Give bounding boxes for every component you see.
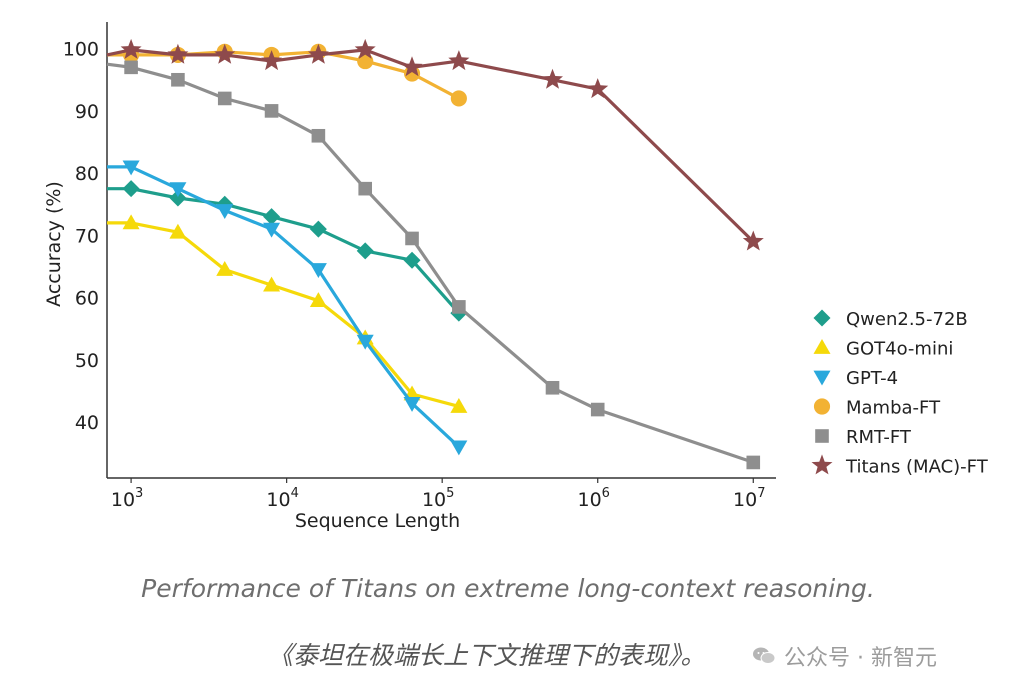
x-tick-label: 105 — [422, 486, 454, 511]
caption-english: Performance of Titans on extreme long-co… — [141, 574, 875, 603]
point-gpt-4 — [263, 222, 281, 238]
caption-chinese: 《泰坦在极端长上下文推理下的表现》。 — [268, 641, 706, 670]
point-got4o-mini — [450, 397, 468, 413]
x-tick-label: 104 — [266, 486, 298, 511]
x-axis-label: Sequence Length — [295, 510, 460, 532]
legend-label-got4o-mini: GOT4o-mini — [846, 339, 953, 360]
legend-marker-mamba-ft — [813, 398, 831, 415]
point-qwen2-5-72b — [263, 208, 281, 226]
legend-marker-gpt-4 — [813, 370, 831, 386]
point-got4o-mini — [169, 223, 187, 239]
y-tick-label: 80 — [75, 163, 99, 185]
chart-area: 40 50 60 70 80 90 100 103 104 105 106 107 Sequence L… — [43, 22, 989, 532]
series-line-qwen2-5-72b — [107, 187, 461, 315]
point-gpt-4 — [356, 334, 374, 350]
y-tick-label: 40 — [75, 412, 99, 434]
point-mamba-ft — [357, 53, 374, 70]
y-tick-label: 50 — [75, 350, 99, 372]
point-titans-mac-ft — [120, 38, 142, 59]
point-rmt-ft — [746, 455, 761, 470]
point-rmt-ft — [358, 181, 373, 196]
point-qwen2-5-72b — [309, 220, 327, 238]
point-gpt-4 — [122, 160, 140, 176]
point-rmt-ft — [124, 60, 138, 75]
y-tick-label: 70 — [75, 225, 99, 247]
point-rmt-ft — [545, 380, 560, 395]
point-titans-mac-ft — [448, 50, 470, 71]
point-qwen2-5-72b — [356, 242, 374, 260]
y-tick-label: 60 — [75, 288, 99, 310]
point-gpt-4 — [169, 182, 187, 198]
y-axis-label: Accuracy (%) — [43, 181, 65, 307]
legend-marker-got4o-mini — [813, 339, 831, 354]
series-line-titans-mac-ft — [106, 48, 755, 243]
x-tick-label: 107 — [733, 486, 765, 511]
point-got4o-mini — [122, 214, 140, 230]
point-gpt-4 — [216, 204, 234, 219]
point-got4o-mini — [309, 292, 327, 308]
watermark: 公众号 · 新智元 — [752, 640, 937, 672]
point-rmt-ft — [171, 72, 185, 87]
legend-label-gpt-4: GPT-4 — [846, 368, 898, 389]
legend-label-qwen2-5-72b: Qwen2.5-72B — [846, 309, 968, 330]
point-gpt-4 — [309, 263, 327, 279]
point-titans-mac-ft — [167, 43, 189, 64]
legend-marker-qwen2-5-72b — [813, 309, 831, 327]
point-rmt-ft — [217, 91, 232, 106]
point-qwen2-5-72b — [403, 251, 421, 269]
legend-marker-titans-mac-ft — [811, 454, 833, 475]
point-titans-mac-ft — [542, 68, 563, 89]
legend-label-rmt-ft: RMT-FT — [846, 427, 912, 448]
x-tick-label: 103 — [111, 486, 143, 511]
x-tick-label: 106 — [577, 486, 609, 511]
point-got4o-mini — [263, 276, 281, 292]
legend-label-titans-mac-ft: Titans (MAC)-FT — [845, 457, 989, 478]
point-titans-mac-ft — [401, 56, 423, 77]
wechat-icon — [753, 647, 776, 664]
point-rmt-ft — [590, 402, 605, 417]
point-qwen2-5-72b — [122, 180, 140, 198]
point-rmt-ft — [405, 231, 419, 246]
point-gpt-4 — [403, 396, 421, 412]
point-titans-mac-ft — [307, 43, 329, 64]
point-mamba-ft — [450, 90, 467, 107]
series-line-gpt-4 — [107, 165, 460, 449]
y-tick-label: 90 — [75, 101, 99, 123]
point-rmt-ft — [311, 128, 326, 143]
point-titans-mac-ft — [214, 43, 236, 64]
point-titans-mac-ft — [354, 38, 376, 59]
watermark-text: 公众号 · 新智元 — [784, 646, 937, 671]
point-titans-mac-ft — [587, 78, 609, 99]
point-rmt-ft — [264, 104, 279, 118]
point-got4o-mini — [216, 261, 234, 276]
point-rmt-ft — [452, 300, 466, 314]
series-line-got4o-mini — [107, 221, 460, 408]
legend-marker-rmt-ft — [815, 429, 829, 443]
y-tick-label: 100 — [63, 39, 99, 61]
point-titans-mac-ft — [742, 230, 764, 251]
legend-label-mamba-ft: Mamba-FT — [846, 398, 941, 419]
series-line-rmt-ft — [106, 62, 754, 464]
point-titans-mac-ft — [261, 50, 283, 71]
point-gpt-4 — [450, 440, 468, 456]
point-qwen2-5-72b — [169, 189, 187, 207]
